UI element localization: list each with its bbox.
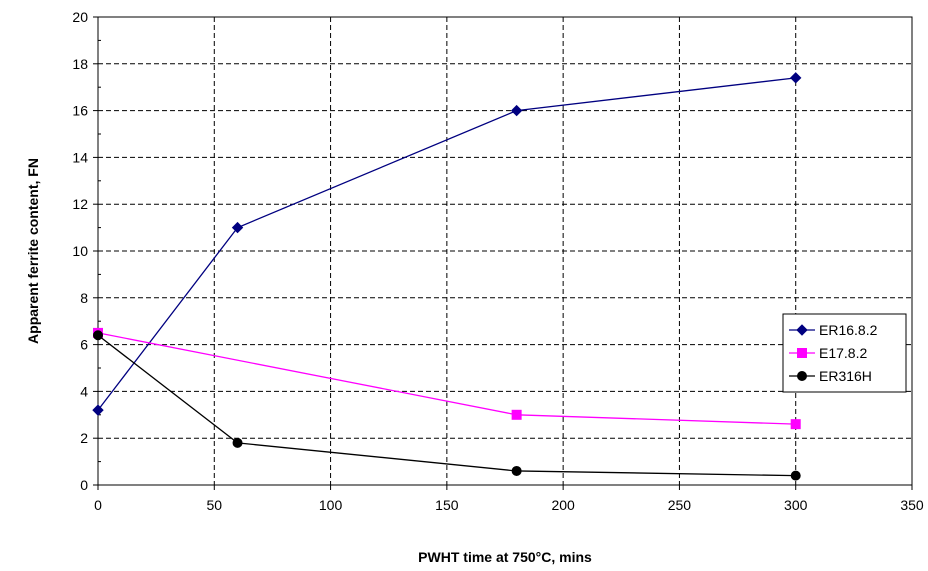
y-tick-label: 18 bbox=[72, 56, 88, 72]
data-point-er16-8-2 bbox=[231, 221, 244, 234]
series-line-er16-8-2 bbox=[97, 77, 796, 411]
y-axis: 0 2 4 6 8 10 12 14 16 18 20 bbox=[72, 9, 101, 493]
data-point-er316h bbox=[93, 330, 103, 341]
data-point-e17-8-2 bbox=[511, 409, 522, 420]
y-tick-label: 14 bbox=[72, 149, 88, 165]
data-point-er16-8-2 bbox=[92, 404, 104, 416]
data-point-legend-er316h bbox=[797, 371, 807, 381]
legend-item-er16-8-2: ER16.8.2 bbox=[789, 322, 878, 338]
y-tick-label: 0 bbox=[80, 477, 88, 493]
plot-area bbox=[97, 16, 913, 486]
y-tick-label: 10 bbox=[72, 243, 88, 259]
x-tick-label: 150 bbox=[435, 497, 459, 513]
series-layer bbox=[92, 72, 802, 481]
data-point-legend-er16-8-2 bbox=[796, 324, 808, 336]
y-tick-label: 6 bbox=[80, 337, 88, 353]
series-line-er316h bbox=[97, 334, 796, 477]
y-tick-label: 8 bbox=[80, 290, 88, 306]
data-point-er316h bbox=[232, 437, 243, 448]
x-axis: 0 50 100 150 200 250 300 350 bbox=[94, 485, 924, 513]
y-tick-label: 16 bbox=[72, 103, 88, 119]
x-tick-label: 0 bbox=[94, 497, 102, 513]
legend-label: ER316H bbox=[819, 368, 872, 384]
y-axis-title: Apparent ferrite content, FN bbox=[25, 158, 41, 344]
y-tick-label: 4 bbox=[80, 383, 88, 399]
legend-label: E17.8.2 bbox=[819, 345, 867, 361]
legend: ER16.8.2 E17.8.2 ER316H bbox=[782, 313, 907, 393]
y-tick-label: 12 bbox=[72, 196, 88, 212]
data-point-er316h bbox=[511, 465, 522, 476]
y-tick-label: 20 bbox=[72, 9, 88, 25]
y-tick-label: 2 bbox=[80, 430, 88, 446]
data-point-e17-8-2 bbox=[790, 419, 801, 430]
legend-label: ER16.8.2 bbox=[819, 322, 878, 338]
x-tick-label: 50 bbox=[206, 497, 222, 513]
x-tick-label: 250 bbox=[668, 497, 692, 513]
data-point-er16-8-2 bbox=[510, 104, 523, 117]
data-point-er16-8-2 bbox=[790, 72, 802, 84]
legend-item-er316h: ER316H bbox=[789, 368, 872, 384]
gridlines bbox=[98, 17, 912, 485]
x-axis-title: PWHT time at 750°C, mins bbox=[418, 549, 592, 565]
x-tick-label: 100 bbox=[319, 497, 343, 513]
series-er16-8-2 bbox=[92, 72, 802, 416]
data-point-legend-e17-8-2 bbox=[797, 348, 807, 358]
x-tick-label: 350 bbox=[900, 497, 924, 513]
data-point-er316h bbox=[790, 470, 801, 481]
series-er316h bbox=[93, 330, 801, 481]
x-tick-label: 200 bbox=[551, 497, 575, 513]
x-tick-label: 300 bbox=[784, 497, 808, 513]
legend-item-e17-8-2: E17.8.2 bbox=[789, 345, 867, 361]
